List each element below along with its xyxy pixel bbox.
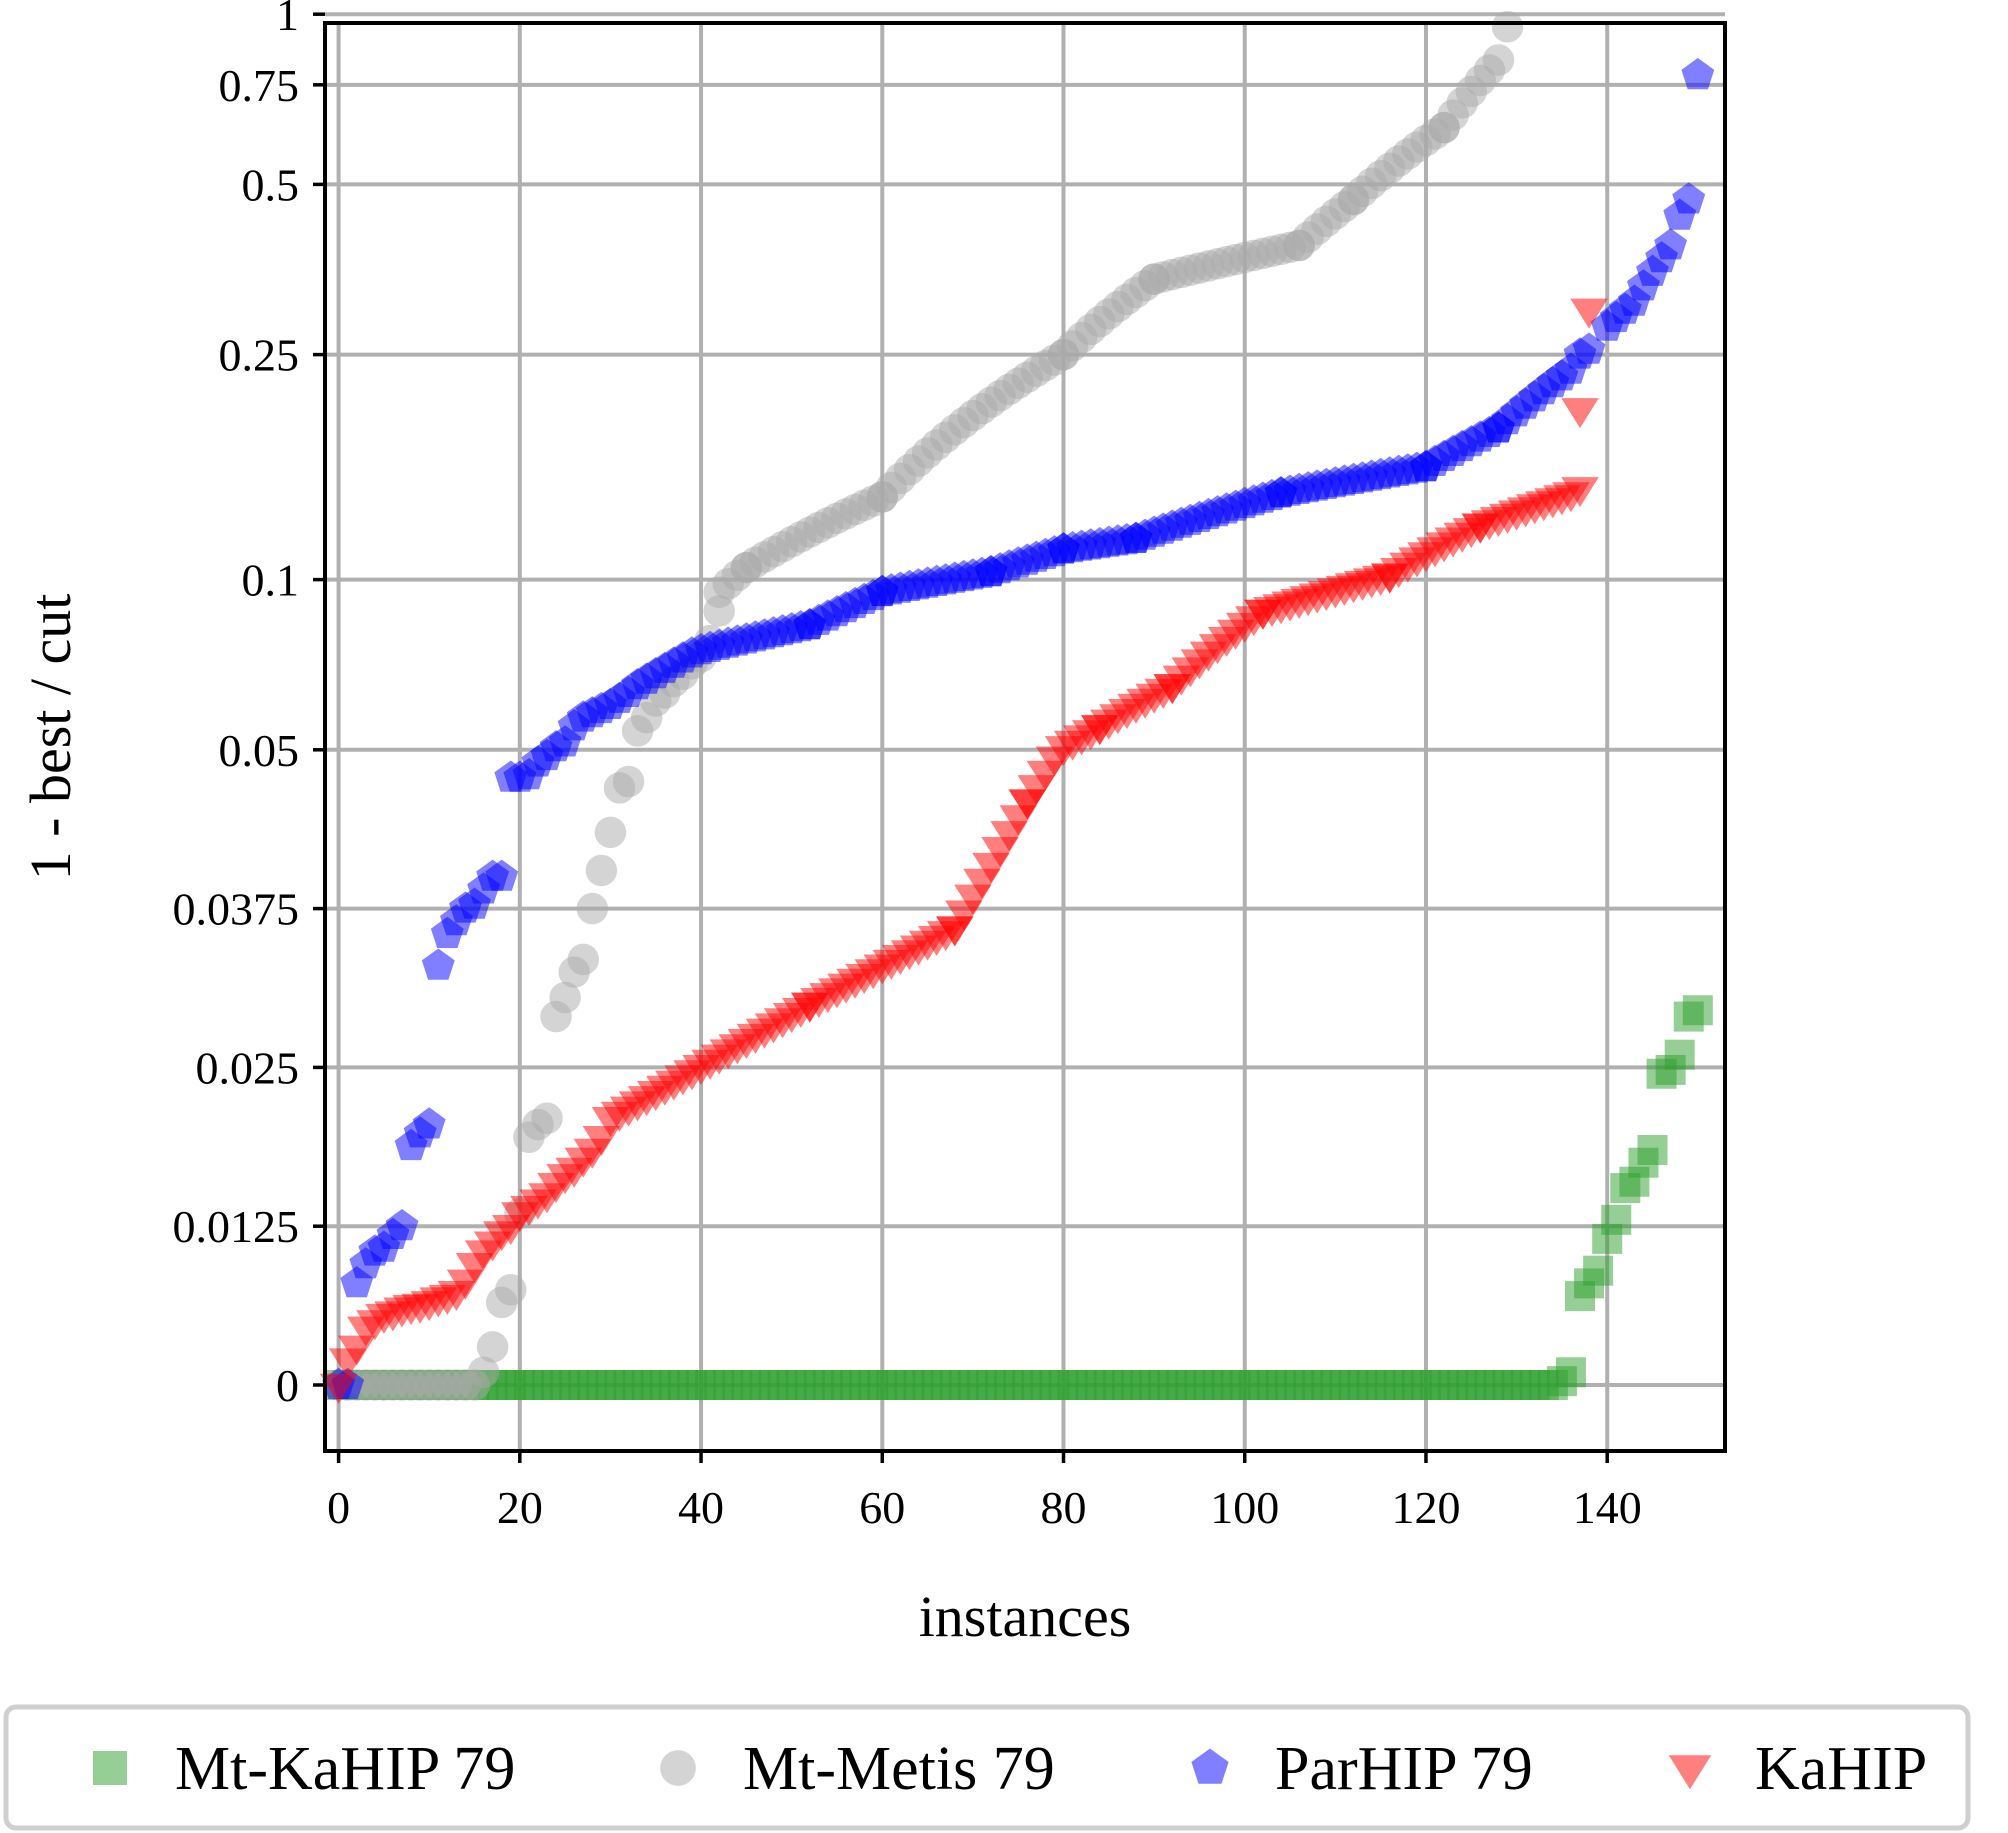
y-tick-label: 0.025 xyxy=(196,1042,300,1093)
data-point xyxy=(531,1102,563,1134)
data-point xyxy=(585,854,618,887)
data-point xyxy=(421,948,455,980)
data-point xyxy=(1491,11,1524,43)
data-point xyxy=(467,1356,500,1389)
data-point xyxy=(1654,228,1687,260)
data-point xyxy=(1561,398,1599,429)
y-tick-label: 1 xyxy=(276,0,299,40)
data-point xyxy=(594,816,627,849)
plot-frame xyxy=(323,21,1727,1453)
data-point xyxy=(1672,182,1706,214)
legend-item: ParHIP 79 xyxy=(1191,1735,1533,1803)
gridlines xyxy=(325,12,1725,1451)
x-tick-label: 20 xyxy=(497,1482,543,1533)
data-point xyxy=(495,1273,527,1306)
legend-box xyxy=(3,1704,1971,1831)
data-point xyxy=(675,636,709,668)
y-tick-label: 0.25 xyxy=(219,330,300,381)
data-point xyxy=(582,1126,621,1157)
data-point xyxy=(567,943,600,976)
y-tick-label: 0.1 xyxy=(242,555,300,606)
y-tick-label: 0.0375 xyxy=(173,884,300,935)
x-axis-ticks: 0 20 40 60 80 100 120 140 xyxy=(327,1451,1642,1533)
legend-item: KaHIP xyxy=(1668,1735,1927,1803)
y-tick-label: 0.75 xyxy=(219,60,300,111)
series-kahip xyxy=(319,298,1608,1404)
data-point xyxy=(612,765,645,798)
data-point xyxy=(1555,1357,1586,1388)
y-tick-label: 0 xyxy=(276,1360,299,1411)
data-point xyxy=(1601,1204,1632,1235)
data-point xyxy=(1482,44,1515,76)
data-point xyxy=(1681,58,1715,90)
x-tick-label: 120 xyxy=(1391,1482,1460,1533)
data-point xyxy=(485,859,519,891)
series-mt-metis-79 xyxy=(322,11,1524,1401)
data-point xyxy=(576,892,609,925)
x-tick-label: 60 xyxy=(859,1482,905,1533)
data-point xyxy=(1583,1255,1614,1286)
data-point xyxy=(549,981,581,1014)
x-tick-label: 80 xyxy=(1041,1482,1087,1533)
data-point xyxy=(385,1209,419,1241)
y-tick-label: 0.05 xyxy=(219,725,300,776)
x-tick-label: 0 xyxy=(327,1482,350,1533)
legend-label: KaHIP xyxy=(1755,1735,1927,1803)
y-tick-label: 0.5 xyxy=(242,159,300,210)
data-point xyxy=(1682,995,1713,1026)
x-tick-label: 140 xyxy=(1573,1482,1642,1533)
y-axis-label: 1 - best / cut xyxy=(18,594,83,881)
data-point xyxy=(412,1107,446,1139)
legend-item: Mt-KaHIP 79 xyxy=(93,1735,515,1803)
x-axis-label: instances xyxy=(919,1584,1132,1649)
x-tick-label: 100 xyxy=(1210,1482,1279,1533)
legend: Mt-KaHIP 79 Mt-Metis 79 ParHIP 79 KaHIP xyxy=(93,1735,1927,1803)
legend-marker xyxy=(1191,1748,1229,1784)
data-point xyxy=(703,595,735,627)
data-markers xyxy=(319,11,1715,1404)
legend-label: Mt-Metis 79 xyxy=(743,1735,1055,1803)
data-point xyxy=(476,1331,509,1363)
legend-marker xyxy=(660,1750,696,1786)
legend-label: Mt-KaHIP 79 xyxy=(175,1735,515,1803)
data-point xyxy=(1570,298,1608,329)
data-point xyxy=(1637,1134,1668,1165)
legend-marker xyxy=(1668,1755,1712,1790)
legend-marker xyxy=(93,1751,127,1785)
legend-label: ParHIP 79 xyxy=(1275,1735,1533,1803)
data-point xyxy=(1561,477,1599,508)
legend-item: Mt-Metis 79 xyxy=(660,1735,1055,1803)
x-tick-label: 40 xyxy=(678,1482,724,1533)
data-point xyxy=(1664,1039,1695,1070)
y-axis-ticks: 0 0.0125 0.025 0.0375 0.05 0.1 0.25 0.5 0.75 1 xyxy=(173,0,325,1411)
series-parhip-79 xyxy=(322,58,1715,1399)
y-tick-label: 0.0125 xyxy=(173,1201,300,1252)
data-point xyxy=(319,1373,358,1404)
